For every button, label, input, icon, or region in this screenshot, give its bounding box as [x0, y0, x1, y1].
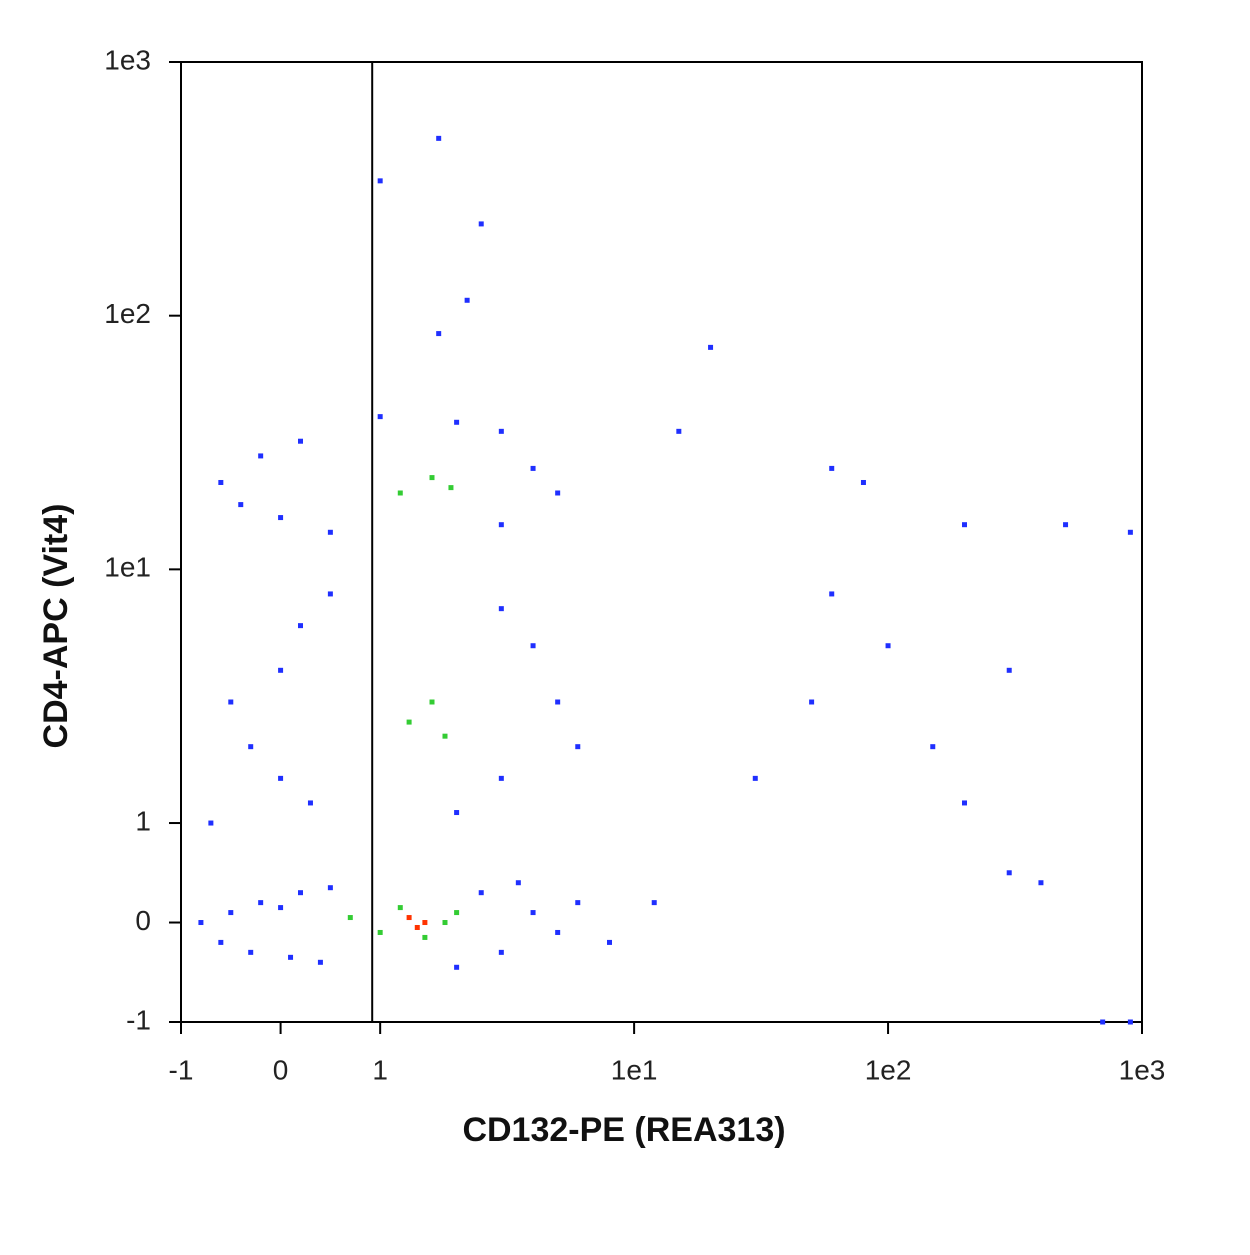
y-axis-title: CD4-APC (Vit4) — [37, 504, 75, 749]
point — [228, 699, 234, 705]
point — [258, 900, 264, 906]
point — [218, 939, 224, 945]
y-tick-label: 1 — [135, 805, 151, 836]
point — [448, 485, 454, 491]
point — [327, 885, 333, 891]
point — [422, 934, 428, 940]
point — [607, 939, 613, 945]
point — [347, 915, 353, 921]
point — [498, 428, 504, 434]
point — [436, 135, 442, 141]
point — [298, 890, 304, 896]
point — [454, 910, 460, 916]
point — [198, 920, 204, 926]
point — [218, 479, 224, 485]
point — [327, 529, 333, 535]
point — [429, 699, 435, 705]
plot-frame — [180, 61, 1143, 1023]
y-tick-label: 1e2 — [104, 298, 151, 329]
point — [1063, 522, 1069, 528]
point — [278, 515, 284, 521]
point — [464, 297, 470, 303]
point — [478, 221, 484, 227]
point — [676, 428, 682, 434]
point — [238, 502, 244, 508]
x-axis-title: CD132-PE (REA313) — [462, 1111, 785, 1149]
y-tick-label: 1e3 — [104, 44, 151, 75]
x-tick-label: 1 — [372, 1054, 388, 1085]
point — [860, 479, 866, 485]
point — [478, 890, 484, 896]
point — [454, 964, 460, 970]
point — [248, 949, 254, 955]
point — [278, 775, 284, 781]
point — [377, 929, 383, 935]
point — [1127, 1019, 1133, 1025]
point — [575, 744, 581, 750]
point — [555, 699, 561, 705]
point — [1127, 529, 1133, 535]
point — [1006, 870, 1012, 876]
y-tick-label: -1 — [126, 1004, 151, 1035]
point — [429, 475, 435, 481]
point — [498, 775, 504, 781]
point — [454, 419, 460, 425]
point — [422, 920, 428, 926]
point — [454, 810, 460, 816]
point — [288, 954, 294, 960]
point — [1006, 667, 1012, 673]
x-tick-label: 0 — [273, 1054, 289, 1085]
point — [530, 465, 536, 471]
point — [278, 905, 284, 911]
point — [809, 699, 815, 705]
point — [278, 667, 284, 673]
point — [498, 522, 504, 528]
point — [327, 591, 333, 597]
point — [228, 910, 234, 916]
point — [208, 820, 214, 826]
point — [442, 733, 448, 739]
point — [248, 744, 254, 750]
point — [708, 344, 714, 350]
x-tick-label: 1e3 — [1119, 1054, 1166, 1085]
point — [498, 949, 504, 955]
point — [1100, 1019, 1106, 1025]
x-tick-label: -1 — [169, 1054, 194, 1085]
point — [298, 623, 304, 629]
point — [317, 959, 323, 965]
point — [575, 900, 581, 906]
point — [414, 924, 420, 930]
point — [930, 744, 936, 750]
y-tick-label: 0 — [135, 905, 151, 936]
point — [436, 331, 442, 337]
point — [515, 880, 521, 886]
x-tick-label: 1e1 — [611, 1054, 658, 1085]
point — [555, 929, 561, 935]
point — [397, 490, 403, 496]
point — [397, 905, 403, 911]
point — [752, 775, 758, 781]
point — [307, 800, 313, 806]
point — [555, 490, 561, 496]
point — [530, 910, 536, 916]
point — [530, 643, 536, 649]
point — [962, 522, 968, 528]
point — [406, 719, 412, 725]
point — [1038, 880, 1044, 886]
point — [829, 591, 835, 597]
point — [377, 414, 383, 420]
y-tick-label: 1e1 — [104, 552, 151, 583]
point — [258, 453, 264, 459]
point — [406, 915, 412, 921]
point — [298, 438, 304, 444]
x-tick-label: 1e2 — [865, 1054, 912, 1085]
point — [442, 920, 448, 926]
point — [651, 900, 657, 906]
point — [962, 800, 968, 806]
point — [498, 606, 504, 612]
point — [829, 465, 835, 471]
point — [885, 643, 891, 649]
point — [377, 178, 383, 184]
